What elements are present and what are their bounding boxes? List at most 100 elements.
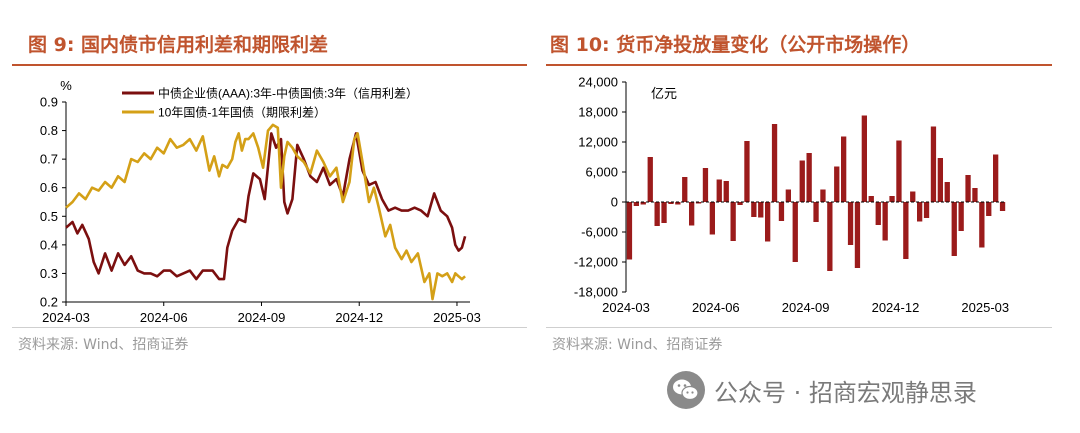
- bar: [986, 202, 992, 216]
- bar: [951, 202, 957, 256]
- bar: [896, 140, 902, 202]
- bar: [993, 154, 999, 202]
- wechat-icon: [667, 371, 705, 409]
- bar: [854, 202, 861, 268]
- left-source-note: 资料来源: Wind、招商证券: [18, 337, 189, 353]
- left-source-rule: [12, 327, 527, 328]
- right-source-note: 资料来源: Wind、招商证券: [552, 337, 723, 353]
- x-tick-label: 2024-09: [782, 300, 830, 315]
- right-title-rule: [546, 64, 1052, 66]
- bar: [626, 202, 633, 260]
- bar: [910, 191, 916, 202]
- bar: [999, 202, 1006, 211]
- bar: [965, 175, 971, 202]
- bar: [751, 202, 757, 217]
- bar: [723, 181, 729, 202]
- bar: [820, 189, 826, 202]
- right-chart-title: 图 10: 货币净投放量变化（公开市场操作）: [550, 34, 921, 56]
- y-tick-label: 0.9: [40, 95, 58, 110]
- y-axis-unit-label: %: [60, 78, 72, 93]
- y-tick-label: 0.8: [40, 123, 58, 138]
- bar: [972, 188, 978, 202]
- y-tick-label: 0.4: [40, 237, 58, 252]
- bar: [702, 168, 709, 202]
- bar: [765, 202, 771, 242]
- watermark: 公众号 · 招商宏观静思录: [666, 370, 977, 410]
- bar: [827, 202, 833, 271]
- bar: [647, 157, 653, 202]
- y-tick-label: 0.3: [40, 266, 58, 281]
- bar: [944, 182, 950, 202]
- left-chart-title: 图 9: 国内债市信用利差和期限利差: [28, 34, 329, 56]
- bar: [979, 202, 985, 248]
- bar: [716, 179, 722, 202]
- bar: [882, 202, 888, 241]
- x-tick-label: 2024-03: [42, 310, 90, 325]
- y-tick-label: -18,000: [574, 285, 618, 300]
- bar: [937, 158, 943, 202]
- x-tick-label: 2024-09: [238, 310, 286, 325]
- y-tick-label: 0.5: [40, 209, 58, 224]
- bar: [771, 124, 778, 202]
- x-tick-label: 2024-06: [140, 310, 188, 325]
- bar: [875, 202, 881, 225]
- y-tick-label: 18,000: [578, 105, 618, 120]
- x-tick-label: 2025-03: [433, 310, 481, 325]
- bar: [868, 196, 874, 202]
- y-tick-label: -6,000: [581, 225, 618, 240]
- net-liquidity-injection-chart: 亿元 24,000 18,000 12,000 6,000 0 -6,000 -12,000 -…: [574, 75, 1009, 316]
- bar: [737, 202, 743, 205]
- bar: [785, 189, 791, 202]
- bar: [675, 202, 681, 205]
- x-tick-label: 2024-06: [692, 300, 740, 315]
- right-source-rule: [546, 327, 1052, 328]
- bar: [847, 202, 854, 245]
- bar: [958, 202, 964, 231]
- bar: [661, 202, 667, 223]
- bar: [861, 115, 867, 202]
- bar: [930, 126, 937, 202]
- y-tick-label: -12,000: [574, 255, 618, 270]
- bar: [633, 202, 639, 206]
- x-tick-label: 2024-03: [602, 300, 650, 315]
- bar: [778, 202, 785, 221]
- y-tick-label: 24,000: [578, 75, 618, 90]
- x-tick-label: 2025-03: [961, 300, 1009, 315]
- bar: [730, 202, 736, 241]
- bar: [841, 136, 847, 202]
- y-tick-label: 12,000: [578, 135, 618, 150]
- x-tick-label: 2024-12: [872, 300, 920, 315]
- bar: [695, 202, 702, 204]
- y-tick-label: 0.7: [40, 152, 58, 167]
- bar: [682, 177, 688, 202]
- bar: [654, 202, 660, 226]
- watermark-text: 公众号 · 招商宏观静思录: [714, 378, 977, 407]
- bar: [709, 202, 715, 235]
- bar: [640, 202, 646, 205]
- bar: [758, 202, 764, 218]
- term-spread-line: [65, 123, 466, 301]
- x-tick-label: 2024-12: [335, 310, 383, 325]
- y-axis-unit-label: 亿元: [651, 86, 677, 101]
- y-tick-label: 6,000: [585, 165, 618, 180]
- y-tick-label: 0.2: [40, 295, 58, 310]
- y-tick-label: 0.6: [40, 180, 58, 195]
- bar: [806, 153, 812, 202]
- bar: [799, 160, 805, 202]
- bar: [813, 202, 819, 222]
- bar: [834, 166, 840, 202]
- bar: [889, 196, 895, 202]
- y-tick-label: 0: [611, 195, 618, 210]
- bar: [923, 202, 930, 218]
- credit-spread-line: [65, 132, 467, 281]
- bar: [903, 202, 909, 259]
- bar: [689, 202, 695, 226]
- bar: [917, 202, 923, 222]
- bar: [744, 141, 750, 202]
- left-title-rule: [12, 64, 527, 66]
- bar: [792, 202, 798, 262]
- legend-label: 10年国债-1年国债（期限利差）: [158, 106, 326, 120]
- legend-label: 中债企业债(AAA):3年-中债国债:3年（信用利差）: [158, 86, 418, 101]
- bar: [668, 202, 674, 204]
